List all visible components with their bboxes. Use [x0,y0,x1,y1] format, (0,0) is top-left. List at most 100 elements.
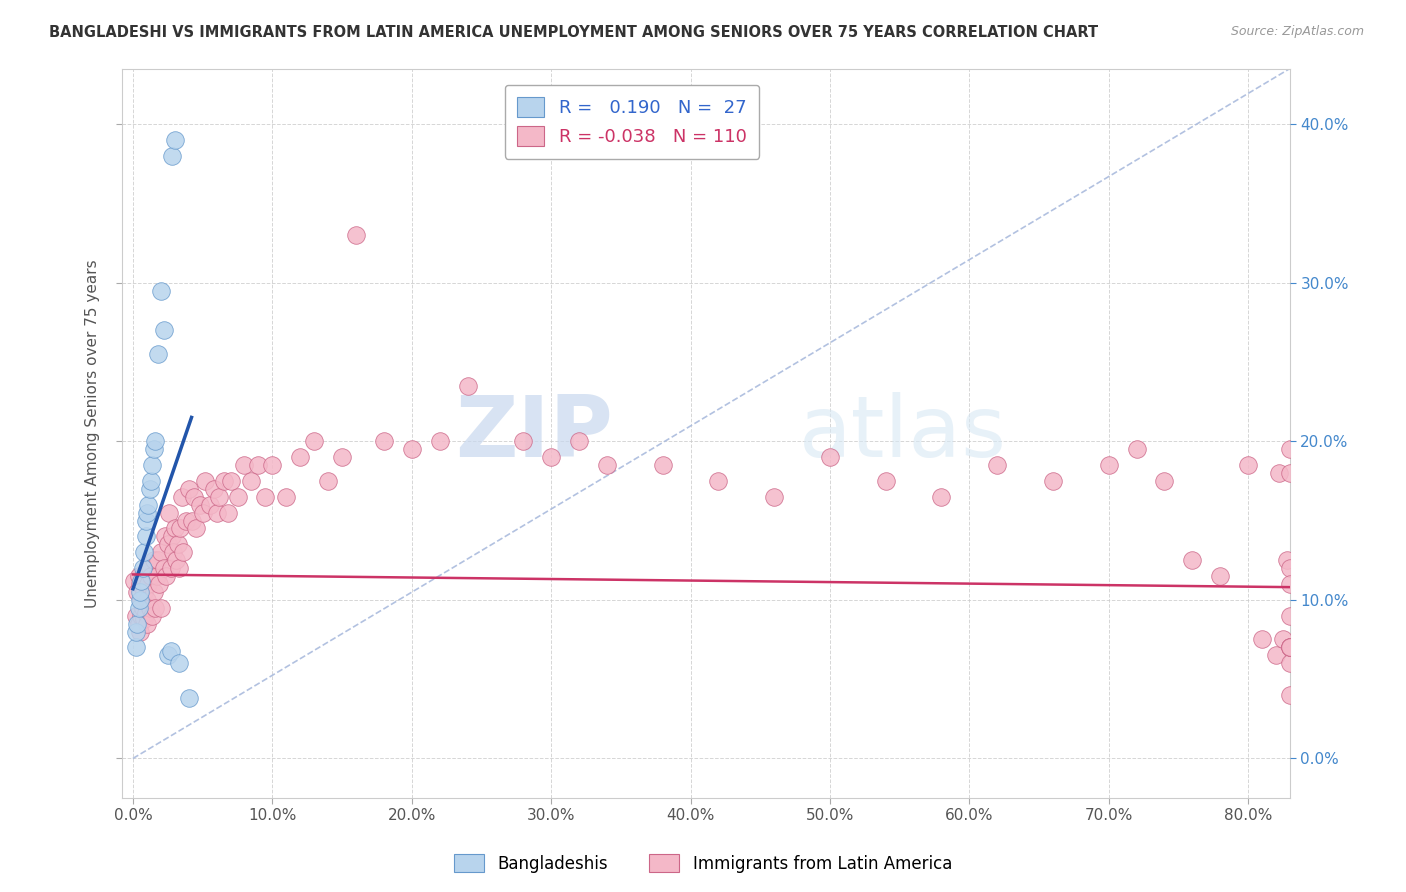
Point [540,450,562,464]
Point [160,149,183,163]
Point [707,474,730,488]
Point [152,323,174,337]
Point [136,577,159,591]
Point [401,442,423,457]
Point [143,600,166,615]
Point [155,569,177,583]
Point [188,498,211,512]
Point [172,545,194,559]
Point [132,600,155,615]
Point [254,490,277,504]
Point [1265,648,1288,663]
Point [1125,442,1147,457]
Point [330,450,353,464]
Point [129,624,152,639]
Point [1278,688,1301,702]
Point [184,521,207,535]
Point [127,585,149,599]
Point [125,608,148,623]
Point [127,616,149,631]
Point [139,569,162,583]
Point [233,458,256,472]
Point [1278,442,1301,457]
Point [183,490,205,504]
Point [875,474,897,488]
Legend: Bangladeshis, Immigrants from Latin America: Bangladeshis, Immigrants from Latin Amer… [447,847,959,880]
Point [135,616,157,631]
Point [1278,466,1301,480]
Point [159,643,181,657]
Point [1278,640,1301,655]
Point [131,608,153,623]
Point [177,691,200,706]
Point [135,606,157,620]
Point [205,506,228,520]
Text: BANGLADESHI VS IMMIGRANTS FROM LATIN AMERICA UNEMPLOYMENT AMONG SENIORS OVER 75 : BANGLADESHI VS IMMIGRANTS FROM LATIN AME… [49,25,1098,40]
Point [128,569,150,583]
Point [167,561,190,575]
Point [276,490,298,504]
Point [132,569,155,583]
Point [136,498,159,512]
Point [212,474,235,488]
Legend: R =   0.190   N =  27, R = -0.038   N = 110: R = 0.190 N = 27, R = -0.038 N = 110 [505,85,759,159]
Point [177,482,200,496]
Point [1271,632,1294,647]
Point [138,561,160,575]
Point [208,490,231,504]
Point [262,458,284,472]
Point [135,529,157,543]
Point [128,600,150,615]
Point [1278,640,1301,655]
Point [1278,640,1301,655]
Point [134,545,156,559]
Point [135,564,157,578]
Point [219,474,242,488]
Point [160,529,183,543]
Point [125,624,148,639]
Point [134,585,156,599]
Point [149,284,172,298]
Text: atlas: atlas [800,392,1007,475]
Point [135,514,157,528]
Point [138,600,160,615]
Text: Source: ZipAtlas.com: Source: ZipAtlas.com [1230,25,1364,38]
Point [1278,657,1301,671]
Point [1153,474,1175,488]
Point [180,514,202,528]
Point [169,521,191,535]
Text: ZIP: ZIP [454,392,613,475]
Point [373,434,395,449]
Point [125,640,148,655]
Point [142,442,165,457]
Point [1278,640,1301,655]
Point [202,482,225,496]
Point [1181,553,1204,567]
Point [1275,553,1298,567]
Point [142,585,165,599]
Point [163,133,186,147]
Point [156,648,179,663]
Point [162,545,184,559]
Point [247,458,270,472]
Point [170,490,193,504]
Point [135,506,157,520]
Point [149,545,172,559]
Point [174,514,197,528]
Point [135,592,157,607]
Point [165,553,187,567]
Point [146,553,169,567]
Point [568,434,591,449]
Point [153,529,176,543]
Point [1267,466,1289,480]
Point [194,474,217,488]
Point [1042,474,1064,488]
Point [167,657,190,671]
Point [316,474,339,488]
Point [1237,458,1260,472]
Point [157,506,180,520]
Point [132,561,155,575]
Point [240,474,263,488]
Point [1278,608,1301,623]
Point [141,458,163,472]
